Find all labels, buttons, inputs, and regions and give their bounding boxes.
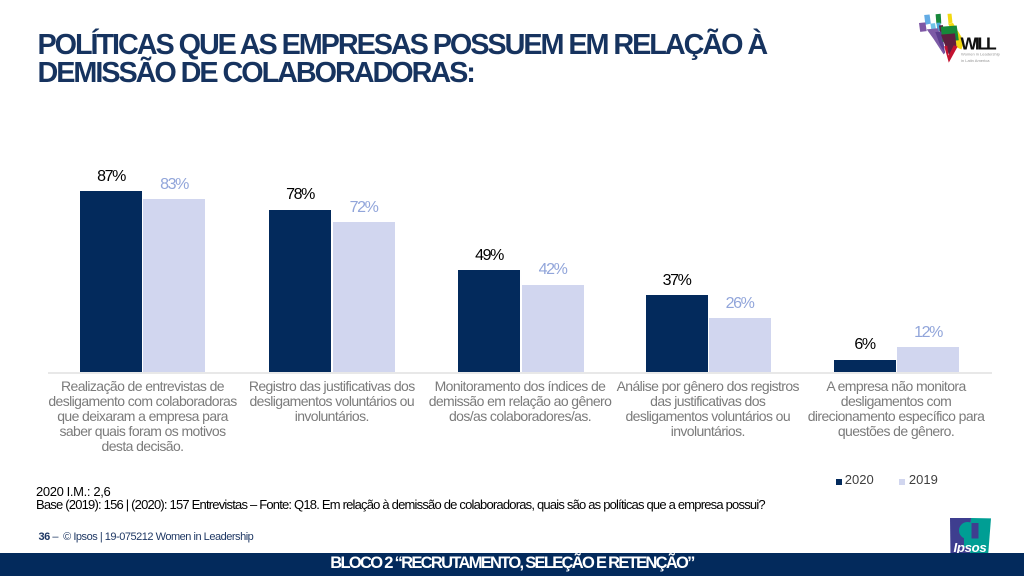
svg-text:in Latin America: in Latin America xyxy=(961,58,990,63)
svg-text:Women in Leadership: Women in Leadership xyxy=(961,52,1001,57)
svg-text:WILL: WILL xyxy=(961,33,997,53)
svg-text:Ipsos: Ipsos xyxy=(953,539,986,554)
